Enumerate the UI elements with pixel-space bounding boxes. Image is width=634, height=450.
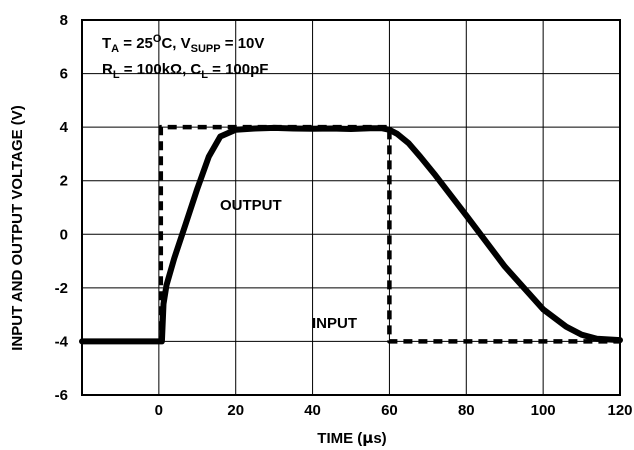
x-axis-title: TIME (µs) xyxy=(317,429,386,447)
series-group xyxy=(79,124,623,345)
x-tick-label: 40 xyxy=(304,402,321,419)
x-tick-label: 100 xyxy=(531,402,556,419)
y-tick-label: 2 xyxy=(60,173,68,190)
y-tick-label: 4 xyxy=(60,119,69,136)
x-tick-label: 60 xyxy=(381,402,398,419)
y-tick-label: 6 xyxy=(60,66,68,83)
plot-frame xyxy=(81,19,621,396)
y-tick-label: -6 xyxy=(55,387,68,404)
conditions-line-1: TA = 25OC, VSUPP = 10V xyxy=(102,33,264,55)
series-line-output xyxy=(79,124,623,345)
x-tick-label: 20 xyxy=(227,402,244,419)
x-tick-label: 0 xyxy=(155,402,163,419)
series-label-output: OUTPUT xyxy=(220,197,282,214)
y-tick-label: 8 xyxy=(60,12,68,29)
x-tick-label: 80 xyxy=(458,402,475,419)
y-tick-label: 0 xyxy=(60,226,68,243)
series-label-input: INPUT xyxy=(312,315,357,332)
y-tick-label: -4 xyxy=(55,333,69,350)
conditions-line-2: RL = 100kΩ, CL = 100pF xyxy=(102,61,268,81)
x-tick-label: 120 xyxy=(607,402,632,419)
y-tick-label: -2 xyxy=(55,280,68,297)
y-axis-title: INPUT AND OUTPUT VOLTAGE (V) xyxy=(9,105,26,351)
tick-labels: 0 20 40 60 80 100 120 -6 -4 -2 0 2 4 6 8 xyxy=(55,12,633,419)
